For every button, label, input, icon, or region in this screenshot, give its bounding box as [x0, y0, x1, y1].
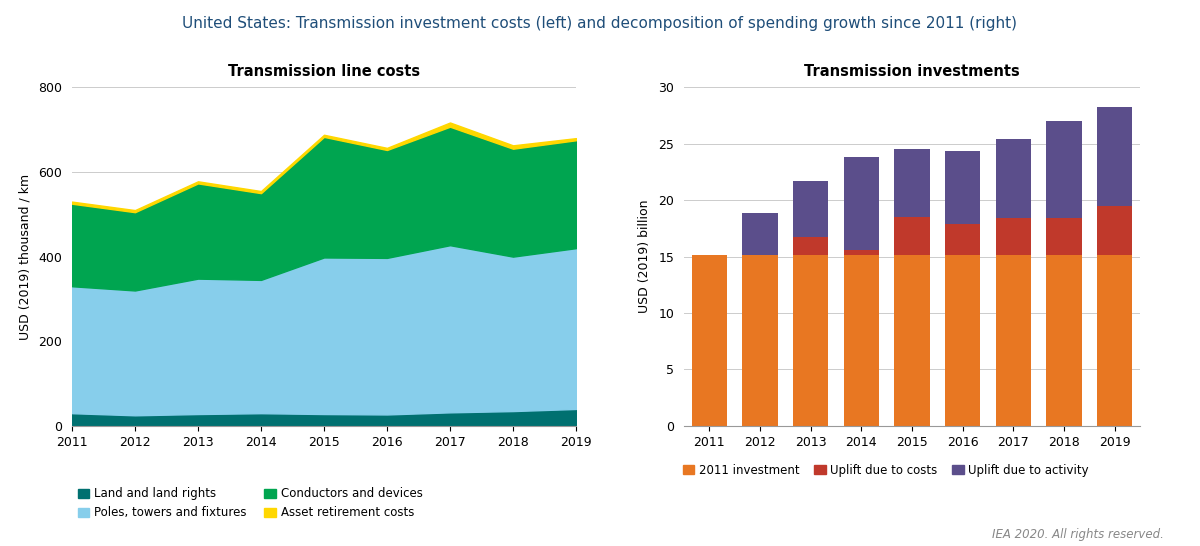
Text: United States: Transmission investment costs (left) and decomposition of spendin: United States: Transmission investment c…	[182, 16, 1018, 31]
Bar	[844, 256, 880, 426]
Bar	[793, 238, 828, 256]
Title: Transmission investments: Transmission investments	[804, 64, 1020, 79]
Bar	[944, 151, 980, 224]
Bar	[894, 150, 930, 217]
Bar	[1097, 206, 1133, 256]
Bar	[894, 256, 930, 426]
Bar	[1046, 218, 1081, 256]
Bar	[944, 224, 980, 256]
Text: IEA 2020. All rights reserved.: IEA 2020. All rights reserved.	[992, 527, 1164, 541]
Bar	[996, 218, 1031, 256]
Y-axis label: USD (2019) thousand / km: USD (2019) thousand / km	[18, 174, 31, 340]
Bar	[996, 256, 1031, 426]
Bar	[691, 256, 727, 426]
Bar	[844, 157, 880, 250]
Bar	[944, 256, 980, 426]
Legend: Land and land rights, Poles, towers and fixtures, Conductors and devices, Asset : Land and land rights, Poles, towers and …	[73, 483, 427, 524]
Bar	[894, 217, 930, 256]
Legend: 2011 investment, Uplift due to costs, Uplift due to activity: 2011 investment, Uplift due to costs, Up…	[678, 459, 1093, 482]
Bar	[996, 139, 1031, 218]
Bar	[743, 212, 778, 256]
Bar	[743, 256, 778, 426]
Bar	[844, 250, 880, 256]
Y-axis label: USD (2019) billion: USD (2019) billion	[638, 200, 652, 313]
Bar	[1046, 256, 1081, 426]
Bar	[1046, 121, 1081, 218]
Bar	[793, 181, 828, 238]
Bar	[1097, 106, 1133, 206]
Title: Transmission line costs: Transmission line costs	[228, 64, 420, 79]
Bar	[1097, 256, 1133, 426]
Bar	[793, 256, 828, 426]
